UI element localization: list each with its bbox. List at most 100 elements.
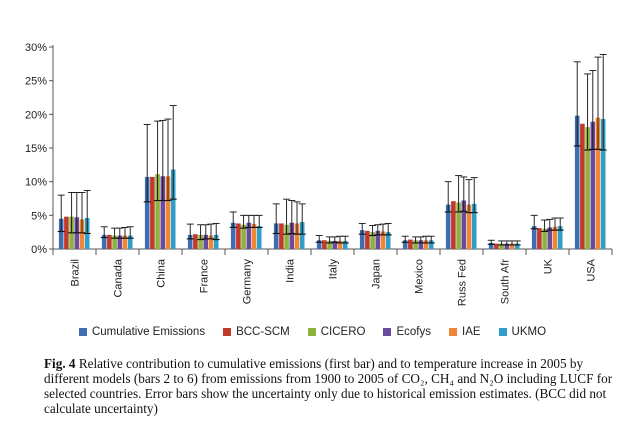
legend-swatch [498, 328, 507, 336]
bar [537, 228, 542, 249]
legend-item: IAE [449, 322, 481, 342]
y-tick-label: 30% [25, 42, 47, 54]
bar [316, 240, 322, 249]
bar [547, 227, 553, 249]
x-category-label: Canada [113, 258, 125, 297]
legend-swatch [307, 328, 316, 336]
bar [585, 127, 590, 249]
caption-text: Relative contribution to cumulative emis… [44, 356, 613, 416]
bar [322, 240, 327, 249]
bar [365, 230, 370, 249]
bar [600, 119, 606, 250]
bar [557, 226, 563, 249]
bar [471, 203, 477, 249]
bar [418, 240, 424, 249]
bar [385, 232, 391, 249]
bar [251, 224, 257, 249]
bar [203, 234, 209, 249]
legend-swatch [78, 328, 87, 336]
bar [64, 216, 69, 249]
bar [423, 240, 429, 249]
bar [213, 234, 219, 249]
bar [370, 232, 375, 249]
x-category-label: South Afr [500, 259, 512, 305]
x-category-label: India [285, 258, 297, 283]
bar [595, 117, 601, 249]
y-tick-label: 20% [25, 109, 47, 121]
bar [499, 243, 504, 249]
bar [122, 235, 128, 249]
bar [155, 174, 160, 249]
x-category-label: China [156, 258, 168, 288]
legend-label: Cumulative Emissions [91, 326, 206, 338]
bar [256, 226, 262, 249]
bar [327, 240, 332, 249]
bar [58, 218, 64, 249]
x-category-label: France [199, 259, 211, 293]
y-tick-label: 10% [25, 177, 47, 189]
bar [208, 235, 214, 249]
bar [402, 240, 408, 249]
bar [552, 226, 558, 249]
bar [79, 219, 85, 249]
legend-label: IAE [462, 326, 481, 338]
bar [236, 223, 241, 249]
bar [198, 234, 203, 249]
bar [456, 202, 461, 249]
bar-chart: 0% 5% 10% 15% 20% 25% 30% Brazil Canada China Fran… [25, 42, 613, 306]
legend-swatch [383, 328, 392, 336]
bar [299, 222, 305, 249]
y-tick-label: 15% [25, 143, 47, 155]
bar [112, 235, 117, 249]
bar [408, 239, 413, 249]
bar [246, 222, 252, 249]
legend-label: UKMO [511, 326, 547, 338]
x-category-label: Brazil [70, 259, 82, 287]
legend-swatch [449, 328, 457, 336]
figure-label: Fig. 4 [44, 356, 76, 371]
bar [273, 223, 279, 249]
bar [342, 240, 348, 249]
bar [466, 204, 472, 249]
legend-item: CICERO [307, 322, 366, 342]
bar [445, 204, 451, 249]
bar [488, 242, 494, 249]
legend-label: CICERO [320, 326, 366, 338]
x-category-label: Germany [242, 259, 254, 305]
bar [150, 176, 155, 249]
bar [461, 200, 467, 249]
bar [359, 230, 365, 249]
x-category-label: Italy [328, 259, 340, 280]
bar [580, 123, 585, 249]
bar [279, 223, 284, 249]
bar [428, 240, 434, 249]
legend-label: BCC-SCM [236, 326, 290, 338]
x-category-label: UK [543, 258, 555, 274]
y-tick-label: 25% [25, 76, 47, 88]
bar [590, 121, 596, 249]
bar [332, 240, 338, 249]
bar [380, 231, 386, 249]
bar [241, 224, 246, 249]
y-tick-label: 5% [31, 210, 47, 222]
bar [117, 235, 123, 249]
bar [289, 222, 295, 249]
bar [494, 243, 499, 249]
x-category-label: USA [586, 258, 598, 281]
bar [165, 176, 171, 249]
legend-label: Ecofys [396, 326, 431, 338]
bar [375, 230, 381, 249]
bar [413, 240, 418, 249]
bar [542, 228, 547, 249]
bar [101, 234, 107, 249]
bar [294, 223, 300, 249]
legend-item: Cumulative Emissions [78, 322, 206, 342]
bar [574, 115, 580, 250]
bar [284, 224, 289, 249]
bar [337, 240, 343, 249]
legend-item: Ecofys [383, 322, 431, 342]
bar [144, 176, 150, 249]
figure-caption: Fig. 4 Relative contribution to cumulati… [44, 356, 614, 416]
bar [193, 234, 198, 249]
bar [531, 226, 537, 249]
